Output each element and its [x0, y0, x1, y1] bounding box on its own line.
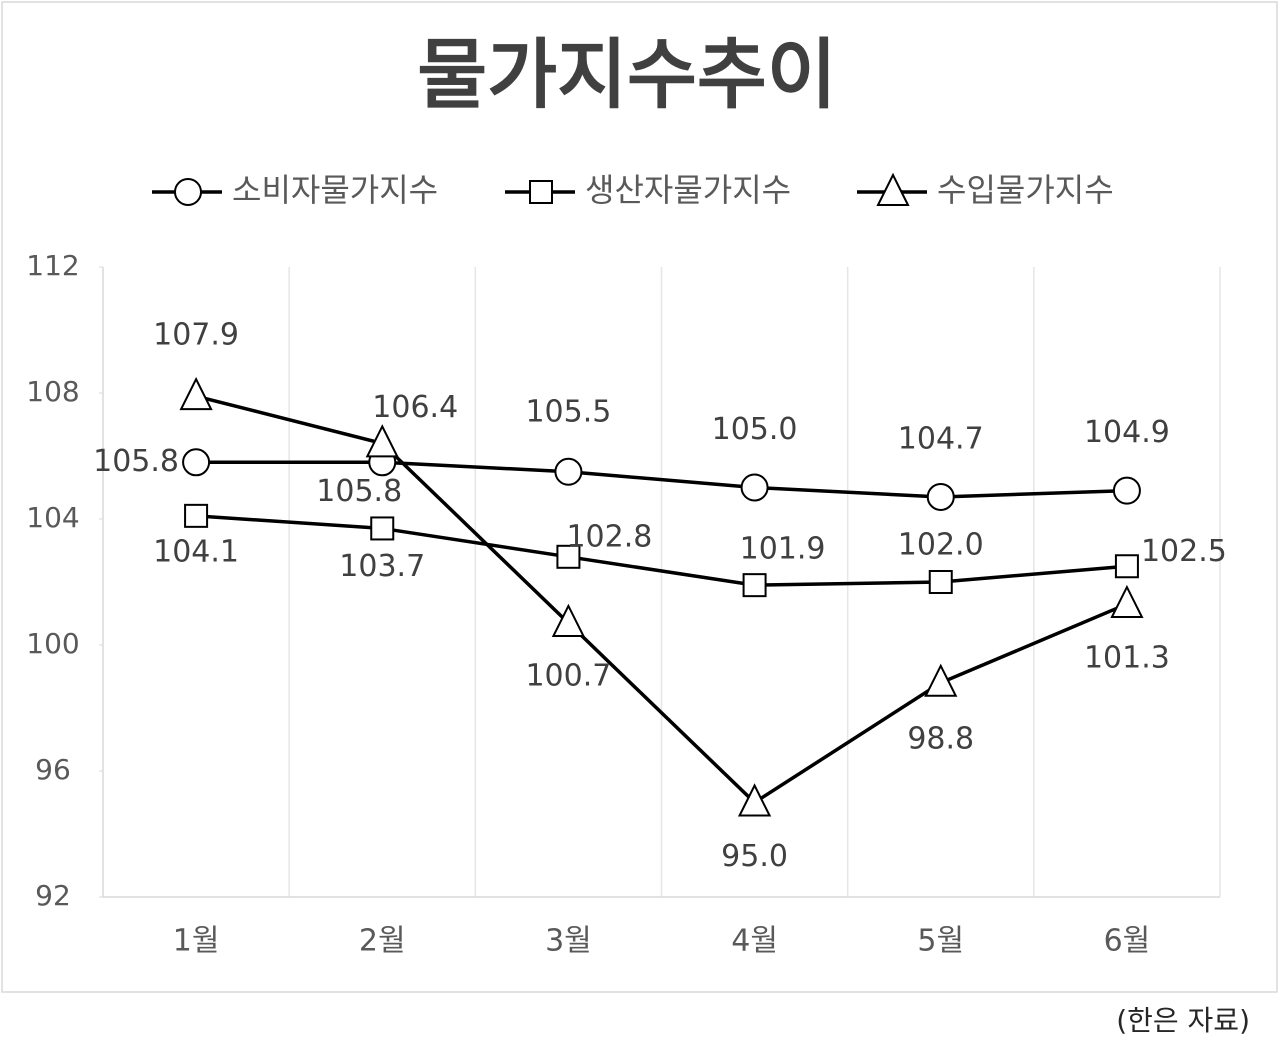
- legend-label: 소비자물가지수: [232, 171, 438, 209]
- marker-square: [184, 503, 209, 528]
- legend-marker: [876, 172, 910, 206]
- chart-title: 물가지수추이: [417, 30, 837, 119]
- source-note: (한은 자료): [1116, 1004, 1250, 1037]
- data-label: 101.3: [1084, 641, 1170, 676]
- marker-circle: [926, 482, 955, 511]
- x-tick-label: 4월: [731, 924, 778, 959]
- x-tick-label: 5월: [917, 924, 964, 959]
- legend-marker: [174, 178, 202, 206]
- data-label: 102.5: [1141, 534, 1227, 569]
- marker-triangle: [924, 663, 958, 697]
- data-label: 105.5: [525, 394, 611, 429]
- marker-triangle: [179, 376, 213, 411]
- data-label: 100.7: [525, 658, 611, 693]
- marker-circle: [1112, 476, 1141, 505]
- y-tick-label: 96: [35, 753, 71, 786]
- data-label: 105.8: [93, 444, 179, 479]
- data-label: 104.7: [898, 421, 984, 456]
- marker-circle: [740, 473, 769, 502]
- marker-triangle: [551, 603, 586, 637]
- marker-circle: [182, 448, 211, 477]
- data-label: 107.9: [153, 318, 239, 353]
- series-line: [195, 514, 1128, 587]
- marker-square: [1114, 554, 1139, 579]
- x-tick-label: 6월: [1104, 924, 1151, 959]
- data-label: 104.9: [1084, 415, 1170, 450]
- marker-triangle: [365, 424, 399, 458]
- series-line: [195, 394, 1128, 805]
- data-label: 105.8: [316, 474, 402, 509]
- data-label: 102.0: [898, 528, 984, 563]
- y-tick-label: 92: [35, 879, 71, 912]
- series-line: [196, 460, 1127, 499]
- x-tick-label: 3월: [545, 924, 592, 959]
- y-tick-label: 104: [26, 501, 79, 534]
- data-label: 98.8: [907, 721, 974, 756]
- chart-border: [1, 1, 1278, 993]
- data-label: 102.8: [566, 519, 652, 554]
- marker-square: [370, 516, 395, 541]
- legend-marker: [529, 180, 553, 204]
- legend-label: 수입물가지수: [937, 171, 1114, 209]
- legend-label: 생산자물가지수: [585, 171, 791, 209]
- y-tick-label: 112: [26, 249, 79, 282]
- data-label: 106.4: [372, 390, 458, 425]
- x-tick-label: 2월: [359, 924, 406, 959]
- data-label: 105.0: [712, 412, 798, 447]
- marker-triangle: [1110, 584, 1144, 619]
- marker-square: [928, 570, 953, 594]
- data-label: 104.1: [153, 534, 239, 569]
- marker-square: [556, 544, 581, 569]
- marker-triangle: [737, 783, 772, 817]
- data-label: 101.9: [740, 532, 826, 567]
- y-tick-label: 100: [26, 627, 79, 660]
- y-tick-label: 108: [26, 375, 79, 408]
- data-label: 103.7: [339, 549, 425, 584]
- marker-square: [742, 573, 767, 598]
- data-label: 95.0: [721, 839, 788, 874]
- x-tick-label: 1월: [173, 924, 220, 959]
- marker-circle: [554, 457, 583, 486]
